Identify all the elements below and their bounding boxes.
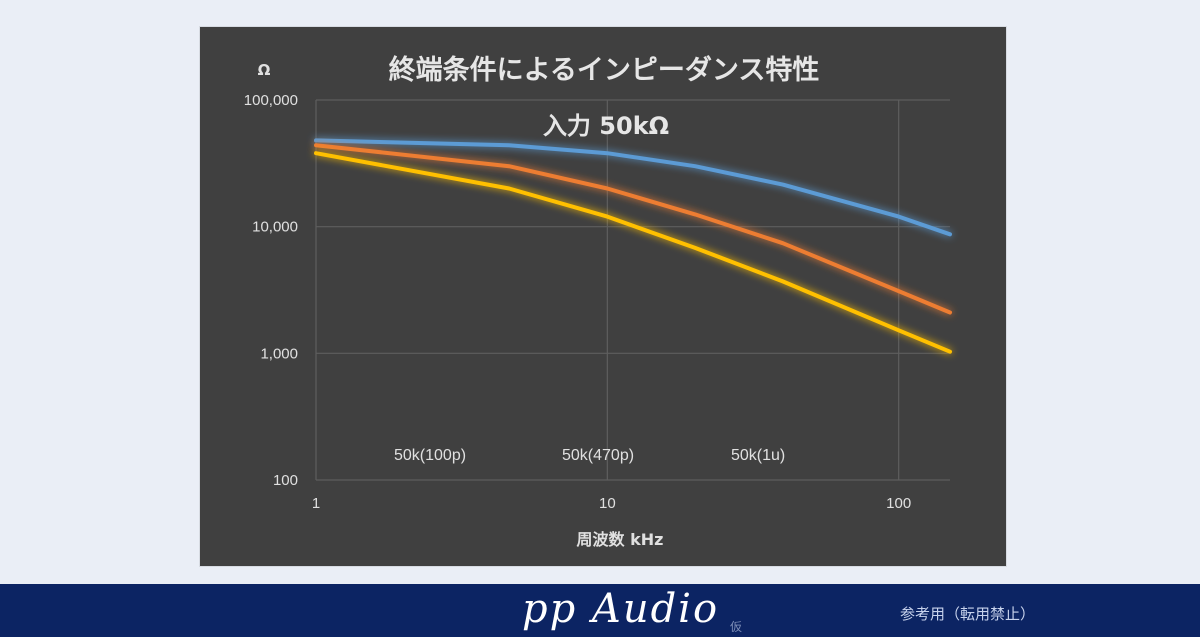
brand-logo: pp Audio <box>522 586 720 632</box>
legend-label-2: 50k(470p) <box>562 447 634 464</box>
impedance-chart: 100,000 10,000 1,000 100 1 10 100 終端条件によるインピーダン… <box>244 54 952 549</box>
x-tick-label: 100 <box>886 495 911 512</box>
chart-title: 終端条件によるインピーダンス特性 <box>389 54 820 86</box>
y-tick-label: 100,000 <box>244 92 298 109</box>
series-line-3 <box>314 151 952 354</box>
series-line-1 <box>314 138 952 237</box>
y-tick-label: 1,000 <box>260 345 298 362</box>
y-tick-label: 100 <box>273 472 298 489</box>
y-tick-label: 10,000 <box>252 219 298 236</box>
legend-label-3: 50k(1u) <box>731 447 785 464</box>
brand-sub: 仮 <box>730 620 743 634</box>
usage-notice: 参考用（転用禁止） <box>900 605 1036 623</box>
legend-label-1: 50k(100p) <box>394 447 466 464</box>
x-tick-label: 1 <box>312 495 320 512</box>
series-line-2 <box>314 143 952 315</box>
x-axis-label: 周波数 kHz <box>577 530 664 549</box>
x-tick-label: 10 <box>599 495 616 512</box>
y-axis-label: Ω <box>258 61 271 79</box>
footer-bar: pp Audio 仮 参考用（転用禁止） <box>0 584 1200 637</box>
chart-subtitle: 入力 50kΩ <box>543 112 669 140</box>
chart-card: 100,000 10,000 1,000 100 1 10 100 終端条件によるインピーダン… <box>199 26 1007 567</box>
